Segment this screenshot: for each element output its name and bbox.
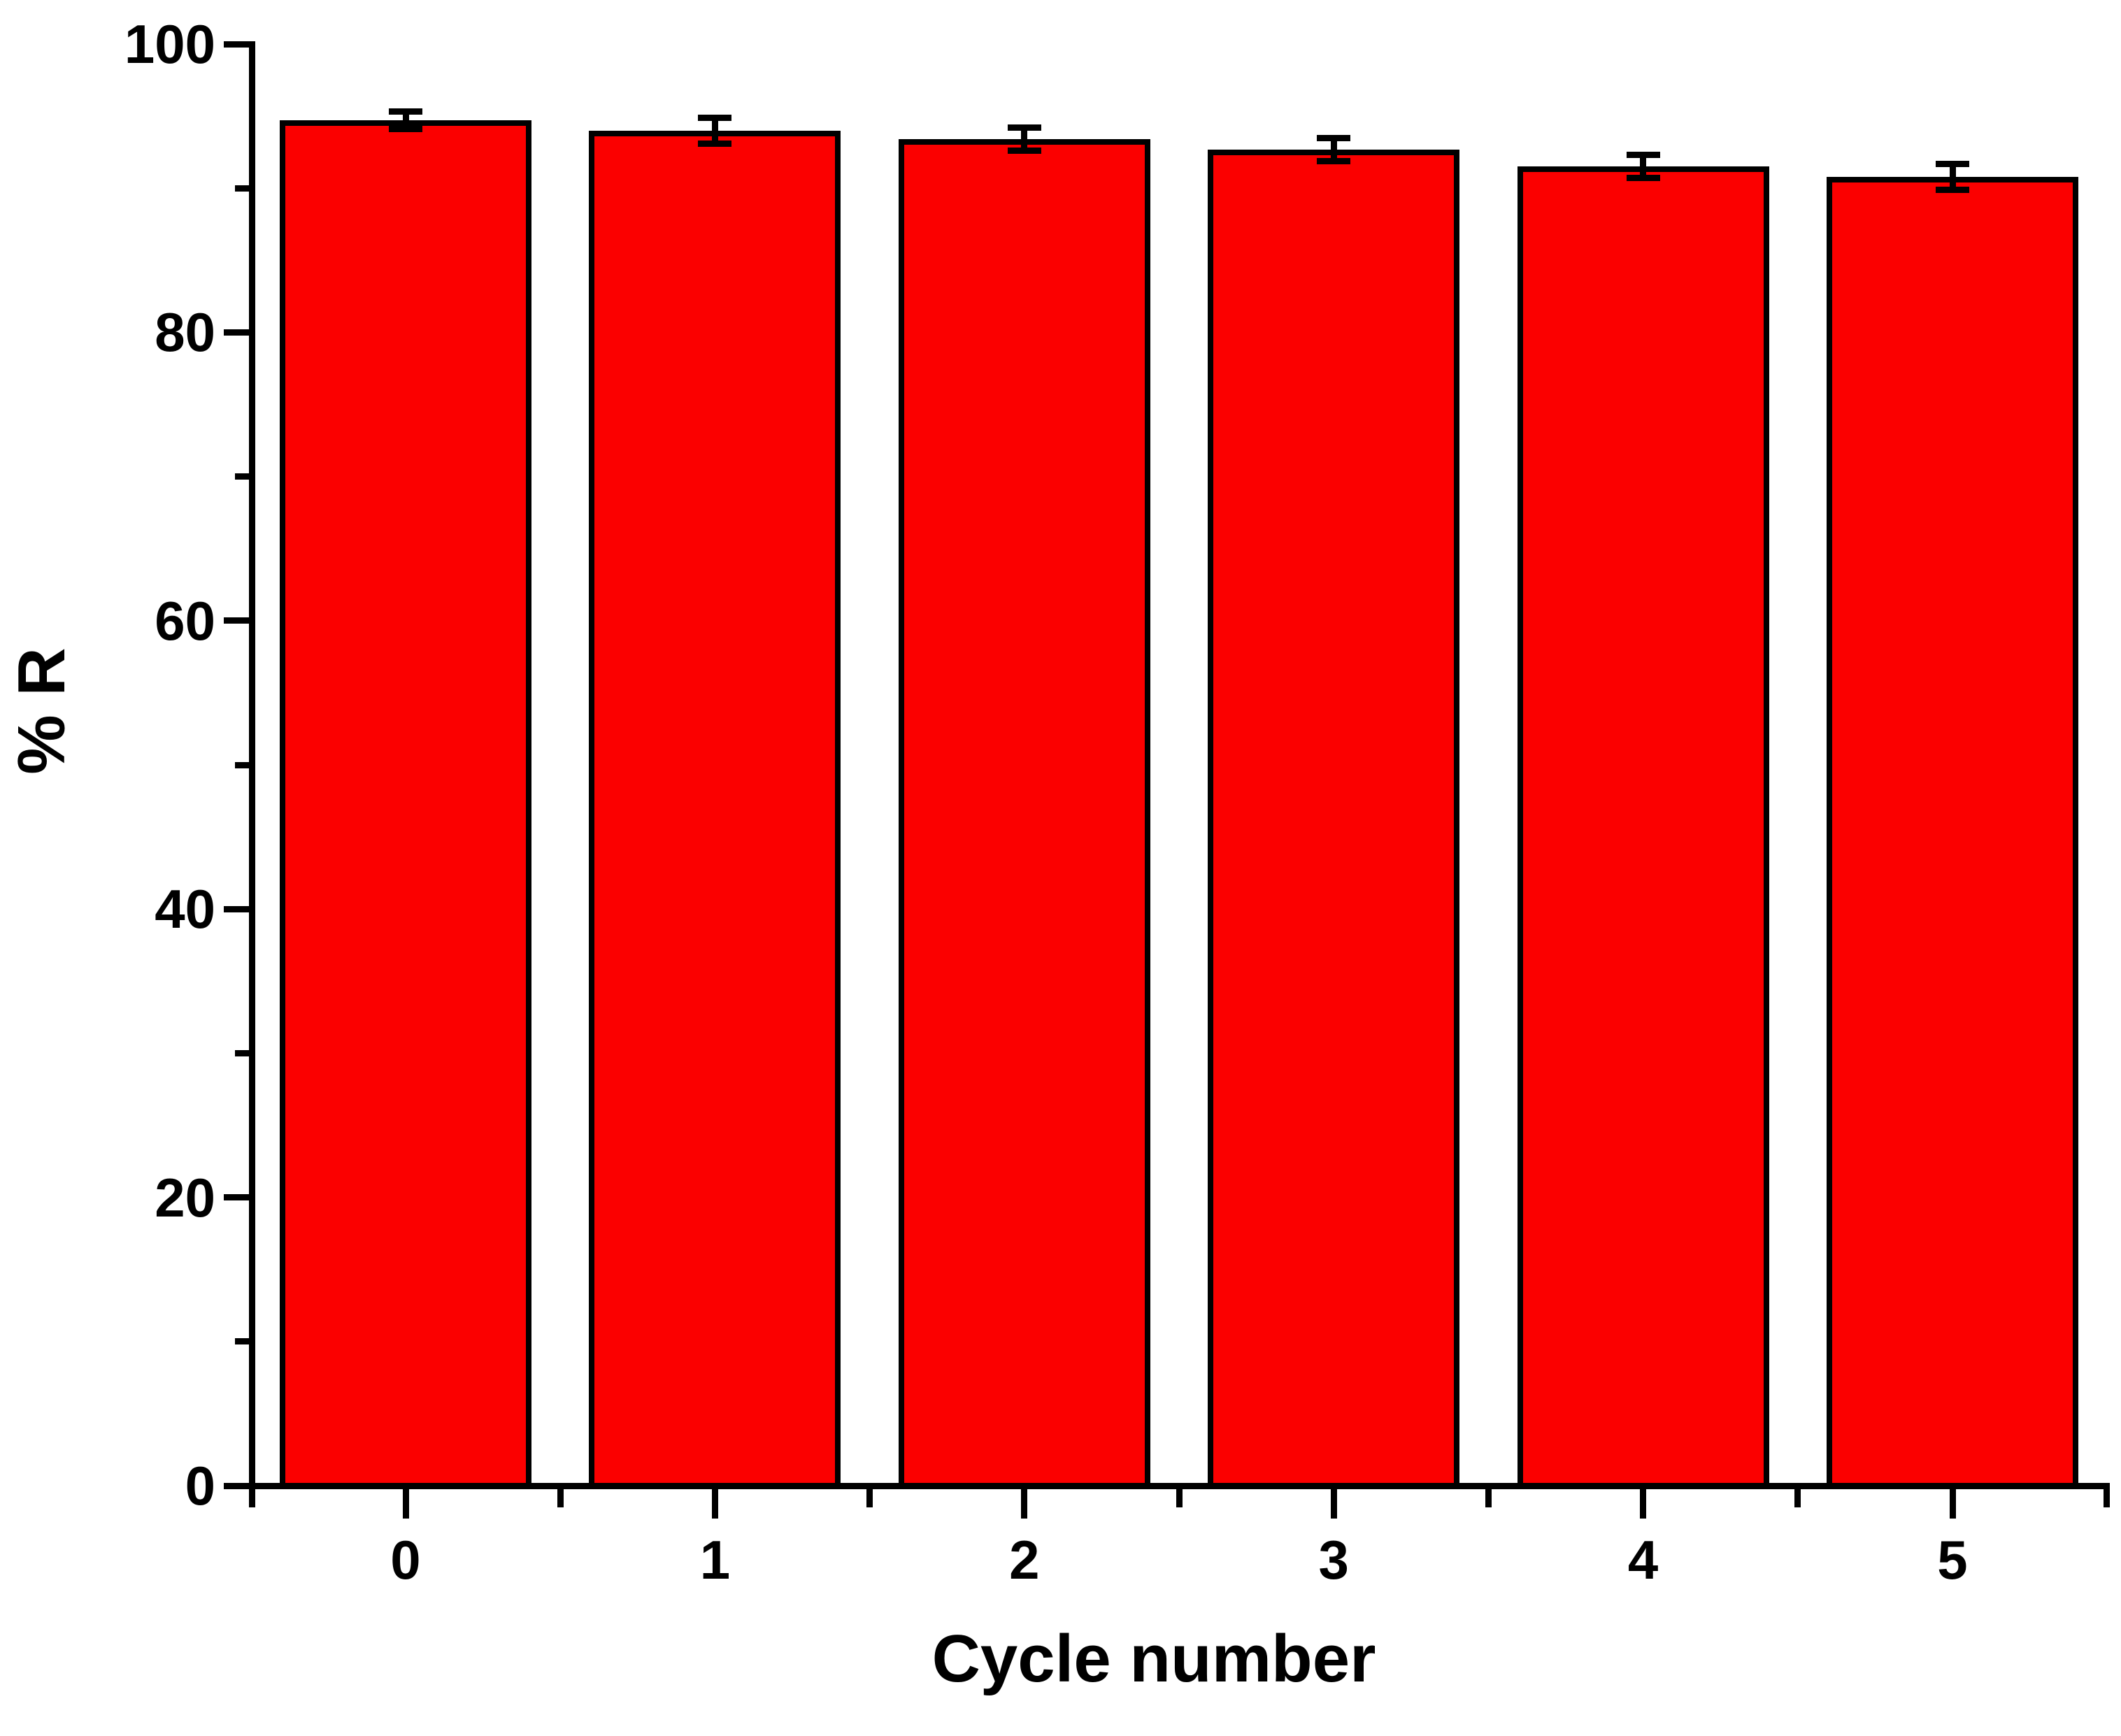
- y-tick-label: 100: [124, 13, 215, 75]
- y-axis-minor-tick: [235, 473, 252, 480]
- x-axis-minor-tick: [557, 1488, 564, 1507]
- error-bar-line: [1640, 155, 1647, 178]
- error-bar-line: [1949, 164, 1956, 190]
- x-axis-major-tick: [1021, 1488, 1028, 1519]
- x-axis-minor-tick: [1794, 1488, 1801, 1507]
- x-axis-minor-tick: [2103, 1488, 2110, 1507]
- y-tick-label: 60: [155, 589, 215, 652]
- bar-cycle-4: [1517, 166, 1769, 1489]
- y-axis-minor-tick: [235, 761, 252, 768]
- error-bar-bottom-cap: [1626, 175, 1660, 182]
- error-bar-top-cap: [1317, 134, 1351, 141]
- y-tick-label: 20: [155, 1166, 215, 1228]
- y-axis-major-tick: [224, 1482, 252, 1489]
- y-axis-minor-tick: [235, 185, 252, 192]
- y-axis-minor-tick: [235, 1049, 252, 1056]
- error-bar-top-cap: [698, 114, 732, 121]
- y-axis-line: [248, 41, 255, 1489]
- bar-cycle-1: [589, 130, 841, 1489]
- error-bar-line: [1021, 127, 1028, 151]
- x-axis-line: [248, 1482, 2110, 1489]
- x-axis-minor-tick: [1485, 1488, 1492, 1507]
- y-axis-major-tick: [224, 617, 252, 624]
- y-axis-minor-tick: [235, 1338, 252, 1345]
- y-tick-label: 40: [155, 878, 215, 940]
- bar-cycle-0: [280, 120, 531, 1489]
- x-axis-minor-tick: [866, 1488, 873, 1507]
- x-tick-label: 4: [1627, 1529, 1659, 1591]
- error-bar-top-cap: [1626, 152, 1660, 159]
- error-bar-line: [1330, 138, 1337, 161]
- error-bar-bottom-cap: [1317, 157, 1351, 164]
- y-axis-title: % R: [4, 647, 79, 775]
- y-axis-major-tick: [224, 329, 252, 336]
- error-bar-bottom-cap: [1936, 186, 1969, 193]
- bar-cycle-2: [898, 139, 1150, 1489]
- y-tick-label: 80: [155, 301, 215, 364]
- y-tick-label: 0: [185, 1455, 215, 1516]
- x-axis-minor-tick: [1176, 1488, 1183, 1507]
- error-bar-line: [711, 117, 718, 144]
- x-axis-major-tick: [402, 1488, 409, 1519]
- y-axis-major-tick: [224, 1194, 252, 1201]
- x-axis-major-tick: [1640, 1488, 1647, 1519]
- bar-cycle-5: [1827, 176, 2078, 1489]
- x-tick-label: 5: [1937, 1529, 1968, 1591]
- error-bar-top-cap: [1936, 160, 1969, 167]
- error-bar-bottom-cap: [1007, 148, 1041, 155]
- x-tick-label: 1: [699, 1529, 731, 1591]
- x-axis-title: Cycle number: [931, 1621, 1376, 1696]
- error-bar-bottom-cap: [389, 126, 422, 133]
- error-bar-bottom-cap: [698, 140, 732, 147]
- x-axis-minor-tick: [248, 1488, 255, 1507]
- x-axis-major-tick: [1949, 1488, 1956, 1519]
- error-bar-top-cap: [1007, 124, 1041, 131]
- x-tick-label: 3: [1318, 1529, 1349, 1591]
- bar-cycle-3: [1208, 149, 1460, 1489]
- y-axis-major-tick: [224, 905, 252, 912]
- error-bar-top-cap: [389, 108, 422, 115]
- y-axis-major-tick: [224, 41, 252, 48]
- error-bar-line: [402, 111, 409, 129]
- x-tick-label: 2: [1009, 1529, 1040, 1591]
- x-tick-label: 0: [390, 1529, 421, 1591]
- x-axis-major-tick: [711, 1488, 718, 1519]
- x-axis-major-tick: [1330, 1488, 1337, 1519]
